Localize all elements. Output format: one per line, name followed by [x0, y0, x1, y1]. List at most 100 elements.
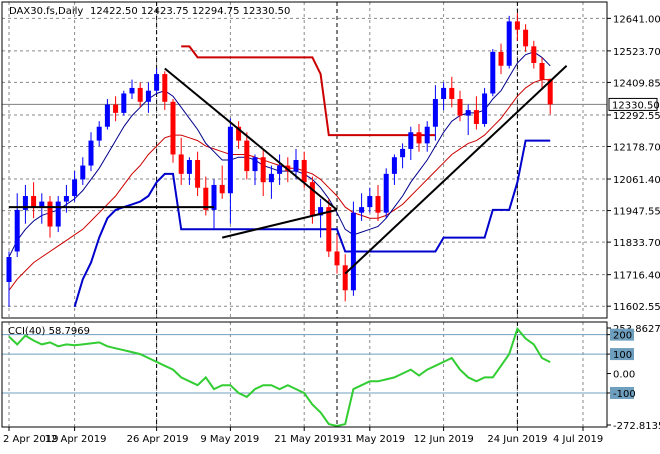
- cci-panel-frame: [1, 321, 608, 428]
- candle-body: [482, 93, 488, 124]
- price-y-tick-label: 11602.55: [613, 302, 660, 313]
- candle-body: [236, 126, 242, 141]
- trendline: [221, 208, 338, 239]
- x-tick-label: 31 May 2019: [340, 434, 405, 445]
- candle-body: [88, 140, 94, 166]
- candle-body: [326, 207, 332, 252]
- candle-body: [498, 51, 504, 66]
- candle-body: [162, 74, 168, 102]
- candle-body: [523, 29, 529, 47]
- cci-y-tick-label: -272.8135: [613, 421, 660, 432]
- candle-body: [350, 212, 356, 291]
- candle-body: [268, 173, 274, 183]
- candle-body: [334, 251, 340, 266]
- price-y-tick-label: 12409.85: [613, 78, 660, 89]
- cci-layer: [2, 326, 607, 428]
- candle-body: [539, 62, 545, 80]
- cci-level-tag: [610, 386, 634, 399]
- cci-level-tag: [610, 328, 634, 341]
- candle-body: [47, 201, 53, 227]
- candle-body: [121, 93, 127, 113]
- candle-body: [391, 157, 397, 174]
- candle-body: [424, 126, 430, 144]
- candle-body: [145, 90, 151, 102]
- candle-body: [252, 157, 258, 172]
- x-tick-label: 2 Apr 2019: [3, 434, 58, 445]
- candle-body: [514, 21, 520, 30]
- candle-body: [72, 179, 78, 197]
- candle-body: [104, 104, 110, 127]
- candle-body: [31, 196, 37, 208]
- price-panel-frame: [1, 1, 608, 319]
- price-y-tick-label: 12641.00: [613, 14, 660, 25]
- price-y-tick-label: 11833.70: [613, 238, 660, 249]
- candle-body: [490, 51, 496, 94]
- candle-body: [195, 160, 201, 188]
- candle-body: [113, 104, 119, 113]
- channel-layer: [73, 45, 551, 308]
- candle-body: [178, 154, 184, 174]
- candle-body: [449, 87, 455, 100]
- candle-body: [129, 87, 135, 94]
- candle-body: [375, 196, 381, 213]
- candle-layer: [6, 13, 553, 307]
- candle-body: [137, 87, 143, 102]
- candle-body: [154, 74, 160, 91]
- candle-body: [14, 209, 20, 252]
- cci-y-tick-label: 100: [613, 350, 632, 361]
- upper-channel-line: [181, 45, 436, 137]
- candle-body: [416, 132, 422, 144]
- candle-body: [531, 46, 537, 63]
- candle-body: [359, 207, 365, 213]
- candle-body: [22, 196, 28, 210]
- price-y-tick-label: 11947.55: [613, 207, 660, 218]
- candle-body: [55, 201, 61, 227]
- x-tick-label: 24 Jun 2019: [487, 434, 547, 445]
- candle-body: [293, 160, 299, 172]
- candle-body: [400, 148, 406, 158]
- cci-level-tag: [610, 348, 634, 361]
- x-tick-label: 12 Jun 2019: [414, 434, 474, 445]
- price-y-tick-label: 12061.40: [613, 175, 660, 186]
- axis-layer: 12641.00 12523.70 12409.85 12292.55 12178.70…: [3, 14, 660, 445]
- candle-body: [244, 140, 250, 172]
- candle-body: [96, 126, 102, 141]
- candle-body: [318, 207, 324, 216]
- candle-body: [260, 157, 266, 183]
- candle-body: [432, 99, 438, 127]
- candle-body: [227, 126, 233, 194]
- last-price-tag: [608, 97, 658, 111]
- candle-body: [473, 110, 479, 124]
- last-price-tag-label: 12330.50: [612, 100, 660, 111]
- price-y-tick-label: 12523.70: [613, 47, 660, 58]
- cci-y-tick-label: 253.8627: [613, 324, 660, 335]
- candle-body: [186, 160, 192, 174]
- candle-body: [342, 265, 348, 291]
- candle-body: [309, 182, 315, 216]
- candle-body: [441, 87, 447, 100]
- price-y-tick-label: 12292.55: [613, 111, 660, 122]
- candle-body: [170, 101, 176, 155]
- cci-y-tick-label: 200: [613, 331, 632, 342]
- chart-header-ohlc: 12422.50 12423.75 12294.75 12330.50: [90, 6, 290, 17]
- candle-body: [547, 78, 553, 105]
- x-tick-label: 21 May 2019: [274, 434, 339, 445]
- chart-header-symbol: DAX30.fs,Daily: [9, 6, 83, 17]
- lower-channel-line: [73, 139, 551, 308]
- cci-y-tick-label: -100: [613, 389, 636, 400]
- candle-body: [80, 165, 86, 180]
- candle-body: [301, 160, 307, 183]
- candle-body: [39, 201, 45, 208]
- trendline-layer: [9, 65, 568, 275]
- cci-y-tick-label: 0.00: [613, 370, 635, 381]
- x-tick-label: 9 May 2019: [200, 434, 259, 445]
- cci-header-label: CCI(40) 58.7969: [8, 326, 90, 337]
- candle-body: [506, 21, 512, 66]
- candle-body: [6, 257, 12, 282]
- candle-body: [219, 184, 225, 194]
- candle-body: [203, 187, 209, 210]
- trendline: [164, 67, 338, 211]
- candle-body: [63, 196, 69, 202]
